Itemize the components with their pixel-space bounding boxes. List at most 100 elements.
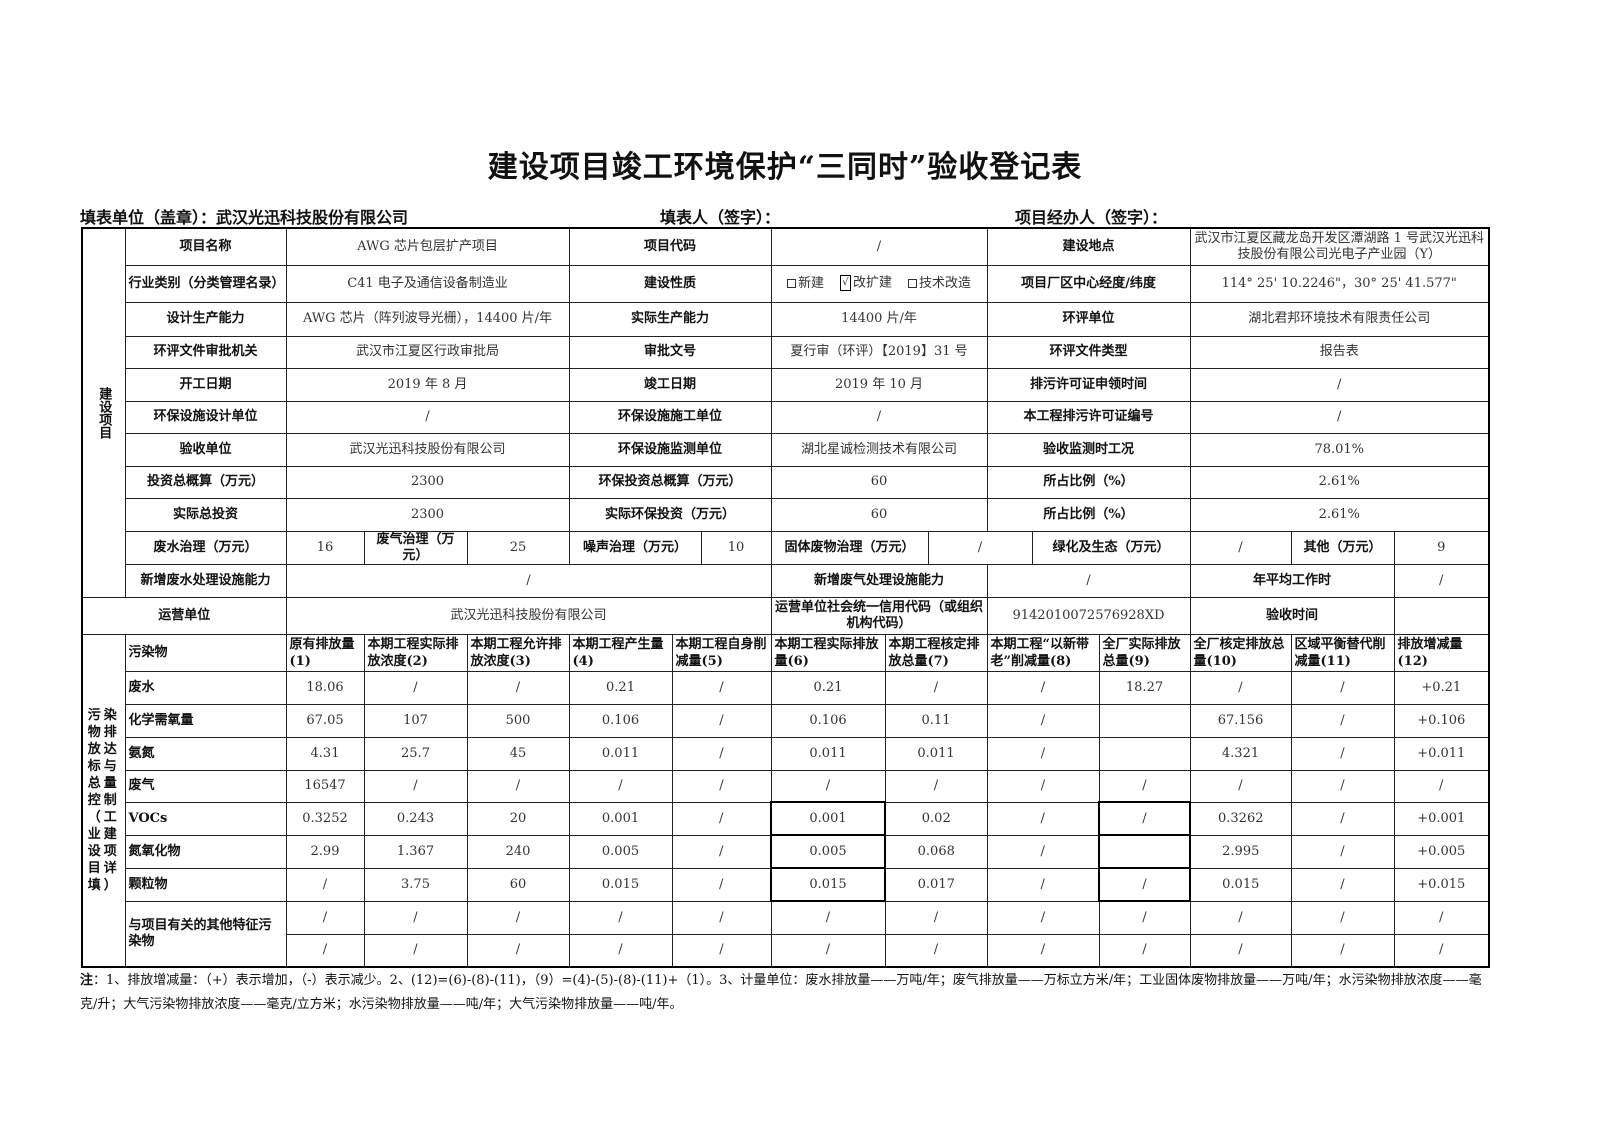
checkbox-new[interactable]: 新建 — [786, 275, 824, 292]
pollutant-value: / — [1290, 900, 1395, 935]
table-row: 污染物排放达标与总量控制（工业建设项目详填） 污染物 原有排放量(1) 本期工程实际排… — [81, 633, 1490, 968]
field-label: 环评文件审批机关 — [124, 335, 287, 369]
field-label: 项目名称 — [124, 227, 287, 266]
field-value: 78.01% — [1189, 432, 1490, 467]
field-value: 9 — [1393, 530, 1490, 565]
table-row: 与项目有关的其他特征污染物 / / / / / / / / / / / / — [82, 900, 1490, 968]
pollutant-value: 45 — [466, 736, 570, 771]
column-header: 本期工程实际排放量(6) — [770, 633, 886, 672]
field-label: 噪声治理（万元） — [568, 530, 702, 565]
field-value: 2.61% — [1189, 465, 1490, 499]
pollutant-value: / — [1189, 670, 1292, 705]
checkbox-icon[interactable] — [786, 278, 796, 288]
pollutant-value: / — [986, 736, 1100, 771]
field-label: 竣工日期 — [568, 367, 772, 402]
field-value — [1393, 596, 1490, 635]
field-label: 验收监测时工况 — [986, 432, 1191, 467]
pollutant-value: / — [1098, 900, 1191, 935]
table-row: 验收单位 武汉光迅科技股份有限公司 环保设施监测单位 湖北星诚检测技术有限公司 验收监测… — [82, 432, 1490, 467]
field-value: 湖北星诚检测技术有限公司 — [770, 432, 988, 467]
table-row: 实际总投资 2300 实际环保投资（万元） 60 所占比例（%） 2.61% — [82, 497, 1490, 532]
field-value: / — [1189, 530, 1292, 565]
field-value: / — [1189, 367, 1490, 402]
pollutant-value: / — [1393, 900, 1490, 935]
field-value: / — [986, 563, 1191, 598]
checkbox-expansion[interactable]: √ 改扩建 — [839, 275, 892, 292]
pollutant-value: / — [671, 900, 772, 935]
table-row: 废气 16547// / / / / / / / / / — [82, 769, 1490, 803]
field-label: 环保投资总概算（万元） — [568, 465, 772, 499]
column-header: 原有排放量(1) — [285, 633, 365, 672]
pollutant-value: / — [986, 801, 1100, 836]
pollutant-value: / — [1290, 769, 1395, 803]
pollutant-value: / — [1189, 769, 1292, 803]
field-value: AWG 芯片包层扩产项目 — [285, 227, 570, 266]
field-label: 固体废物治理（万元） — [770, 530, 929, 565]
pollutant-value: 67.05 — [285, 703, 365, 738]
filling-unit-label: 填表单位（盖章）： — [80, 208, 217, 227]
pollutant-value: 2.995 — [1189, 834, 1292, 869]
pollutant-value: 4.31 — [285, 736, 365, 771]
checkbox-renovation[interactable]: 技术改造 — [908, 276, 971, 292]
checkbox-icon[interactable] — [908, 278, 917, 288]
checkmark-icon[interactable]: √ — [839, 275, 851, 292]
section-label-project: 建设项目 — [81, 227, 126, 598]
pollutant-value: / — [1393, 769, 1490, 803]
column-header: 污染物 — [124, 633, 287, 672]
pollutant-value: / — [466, 670, 570, 705]
field-label: 废水治理（万元） — [124, 530, 287, 565]
field-value: 114° 25' 10.2246"，30° 25' 41.577" — [1189, 264, 1490, 303]
pollutant-value: / — [986, 670, 1100, 705]
table-row: 氮氧化物 2.99 1.367 240 0.005/0.005 0.068/2.995/+… — [82, 834, 1490, 869]
pollutant-name: 与项目有关的其他特征污染物 — [124, 900, 287, 968]
field-value: 2019 年 10 月 — [770, 367, 988, 402]
pollutant-value: 0.3262 — [1189, 801, 1292, 836]
field-value: / — [1393, 563, 1490, 598]
pollutant-value: 18.27 — [1098, 670, 1191, 705]
pollutant-value: 2.99 — [285, 834, 365, 869]
pollutant-value: 3.75 — [363, 867, 468, 902]
field-value: 16 — [285, 530, 365, 565]
footnote: 注：1、排放增减量：（+）表示增加，（-）表示减少。2、(12)=(6)-(8)… — [80, 969, 1490, 1017]
field-label: 所占比例（%） — [986, 465, 1191, 499]
column-header: 本期工程核定排放总量(7) — [884, 633, 988, 672]
field-value: / — [285, 563, 772, 598]
table-row: 行业类别（分类管理名录） C41 电子及通信设备制造业 建设性质 新建 √ 改扩建 技术改造… — [82, 264, 1490, 303]
pollutant-value: 240 — [466, 834, 570, 869]
pollutant-value: 0.001 — [770, 801, 886, 836]
pollutant-value: / — [884, 933, 988, 968]
pollutant-value: 25.7 — [363, 736, 468, 771]
table-row: 颗粒物/3.75 60 0.015/0.015 0.017//0.015/+0.015 — [82, 867, 1490, 902]
field-value: 14400 片/年 — [770, 301, 988, 337]
pollutant-value: 0.011 — [770, 736, 886, 771]
pollutant-value: / — [363, 769, 468, 803]
section-label-pollutants: 污染物排放达标与总量控制（工业建设项目详填） — [81, 633, 126, 968]
field-label: 建设地点 — [986, 227, 1191, 266]
pollutant-value: 107 — [363, 703, 468, 738]
field-value: 夏行审（环评）【2019】31 号 — [770, 335, 988, 369]
field-label: 运营单位 — [81, 596, 287, 635]
field-label: 投资总概算（万元） — [124, 465, 287, 499]
pollutant-value: / — [1189, 900, 1292, 935]
pollutant-value: / — [986, 900, 1100, 935]
table-row: 开工日期 2019 年 8 月竣工日期 2019 年 10 月排污许可证申领时间 / — [82, 367, 1490, 402]
field-label: 建设性质 — [568, 264, 772, 303]
column-header: 本期工程实际排放浓度(2) — [363, 633, 468, 672]
field-label: 环评单位 — [986, 301, 1191, 337]
field-label: 审批文号 — [568, 335, 772, 369]
pollutant-value: / — [671, 670, 772, 705]
pollutant-value: 18.06 — [285, 670, 365, 705]
pollutant-value: 0.243 — [363, 801, 468, 836]
pollutant-value: 0.068 — [884, 834, 988, 869]
field-value: / — [285, 400, 570, 434]
pollutant-value: 0.017 — [884, 867, 988, 902]
table-row: 环评文件审批机关 武汉市江夏区行政审批局 审批文号 夏行审（环评）【2019】31 号… — [82, 335, 1490, 369]
pollutant-value: 0.015 — [1189, 867, 1292, 902]
checkbox-label: 新建 — [797, 275, 824, 291]
manager-signature-label: 项目经办人（签字）： — [1015, 208, 1168, 227]
field-value: / — [770, 400, 988, 434]
pollutant-value: 0.21 — [568, 670, 673, 705]
field-value: 25 — [466, 530, 570, 565]
pollutant-value: 0.015 — [568, 867, 673, 902]
pollutant-value: / — [1290, 703, 1395, 738]
